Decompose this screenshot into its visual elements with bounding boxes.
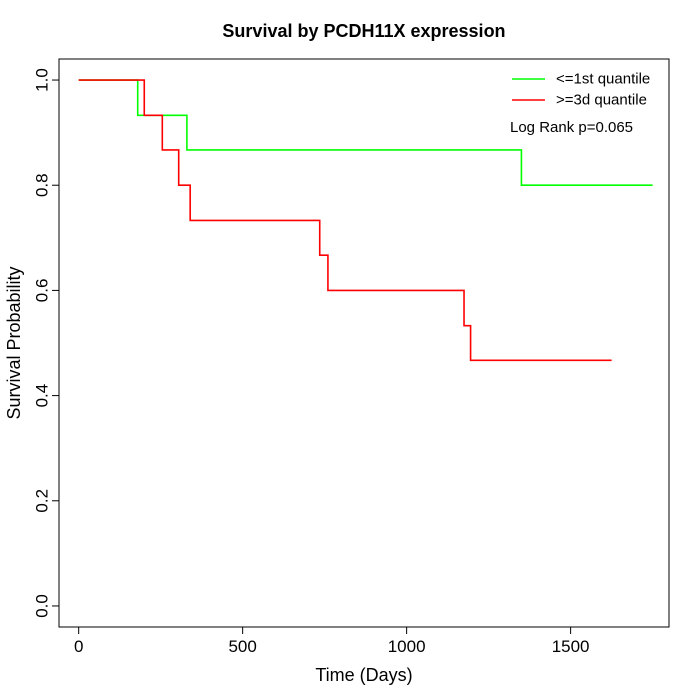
y-tick-label: 0.2 — [33, 489, 52, 513]
plot-frame — [58, 58, 670, 628]
x-axis-label: Time (Days) — [315, 665, 412, 685]
y-tick-label: 0.0 — [33, 594, 52, 618]
survival-series-2 — [78, 79, 612, 362]
x-tick-label: 1000 — [388, 637, 426, 656]
legend-label: <=1st quantile — [556, 71, 650, 88]
y-tick-label: 1.0 — [33, 68, 52, 92]
x-axis: 0 500 1000 1500 — [74, 626, 590, 656]
legend-label: >=3d quantile — [556, 92, 647, 109]
y-axis: 0.0 0.2 0.4 0.6 0.8 1.0 — [33, 68, 60, 618]
chart-title: Survival by PCDH11X expression — [222, 21, 505, 41]
survival-series-1 — [78, 79, 653, 187]
x-tick-label: 500 — [228, 637, 256, 656]
x-tick-label: 1500 — [552, 637, 590, 656]
x-tick-label: 0 — [74, 637, 83, 656]
y-tick-label: 0.8 — [33, 173, 52, 197]
y-tick-label: 0.4 — [33, 384, 52, 408]
legend: <=1st quantile >=3d quantile — [512, 71, 650, 109]
y-axis-label: Survival Probability — [4, 266, 24, 419]
log-rank-annotation: Log Rank p=0.065 — [510, 119, 633, 136]
series-layer — [78, 79, 653, 362]
y-tick-label: 0.6 — [33, 279, 52, 303]
